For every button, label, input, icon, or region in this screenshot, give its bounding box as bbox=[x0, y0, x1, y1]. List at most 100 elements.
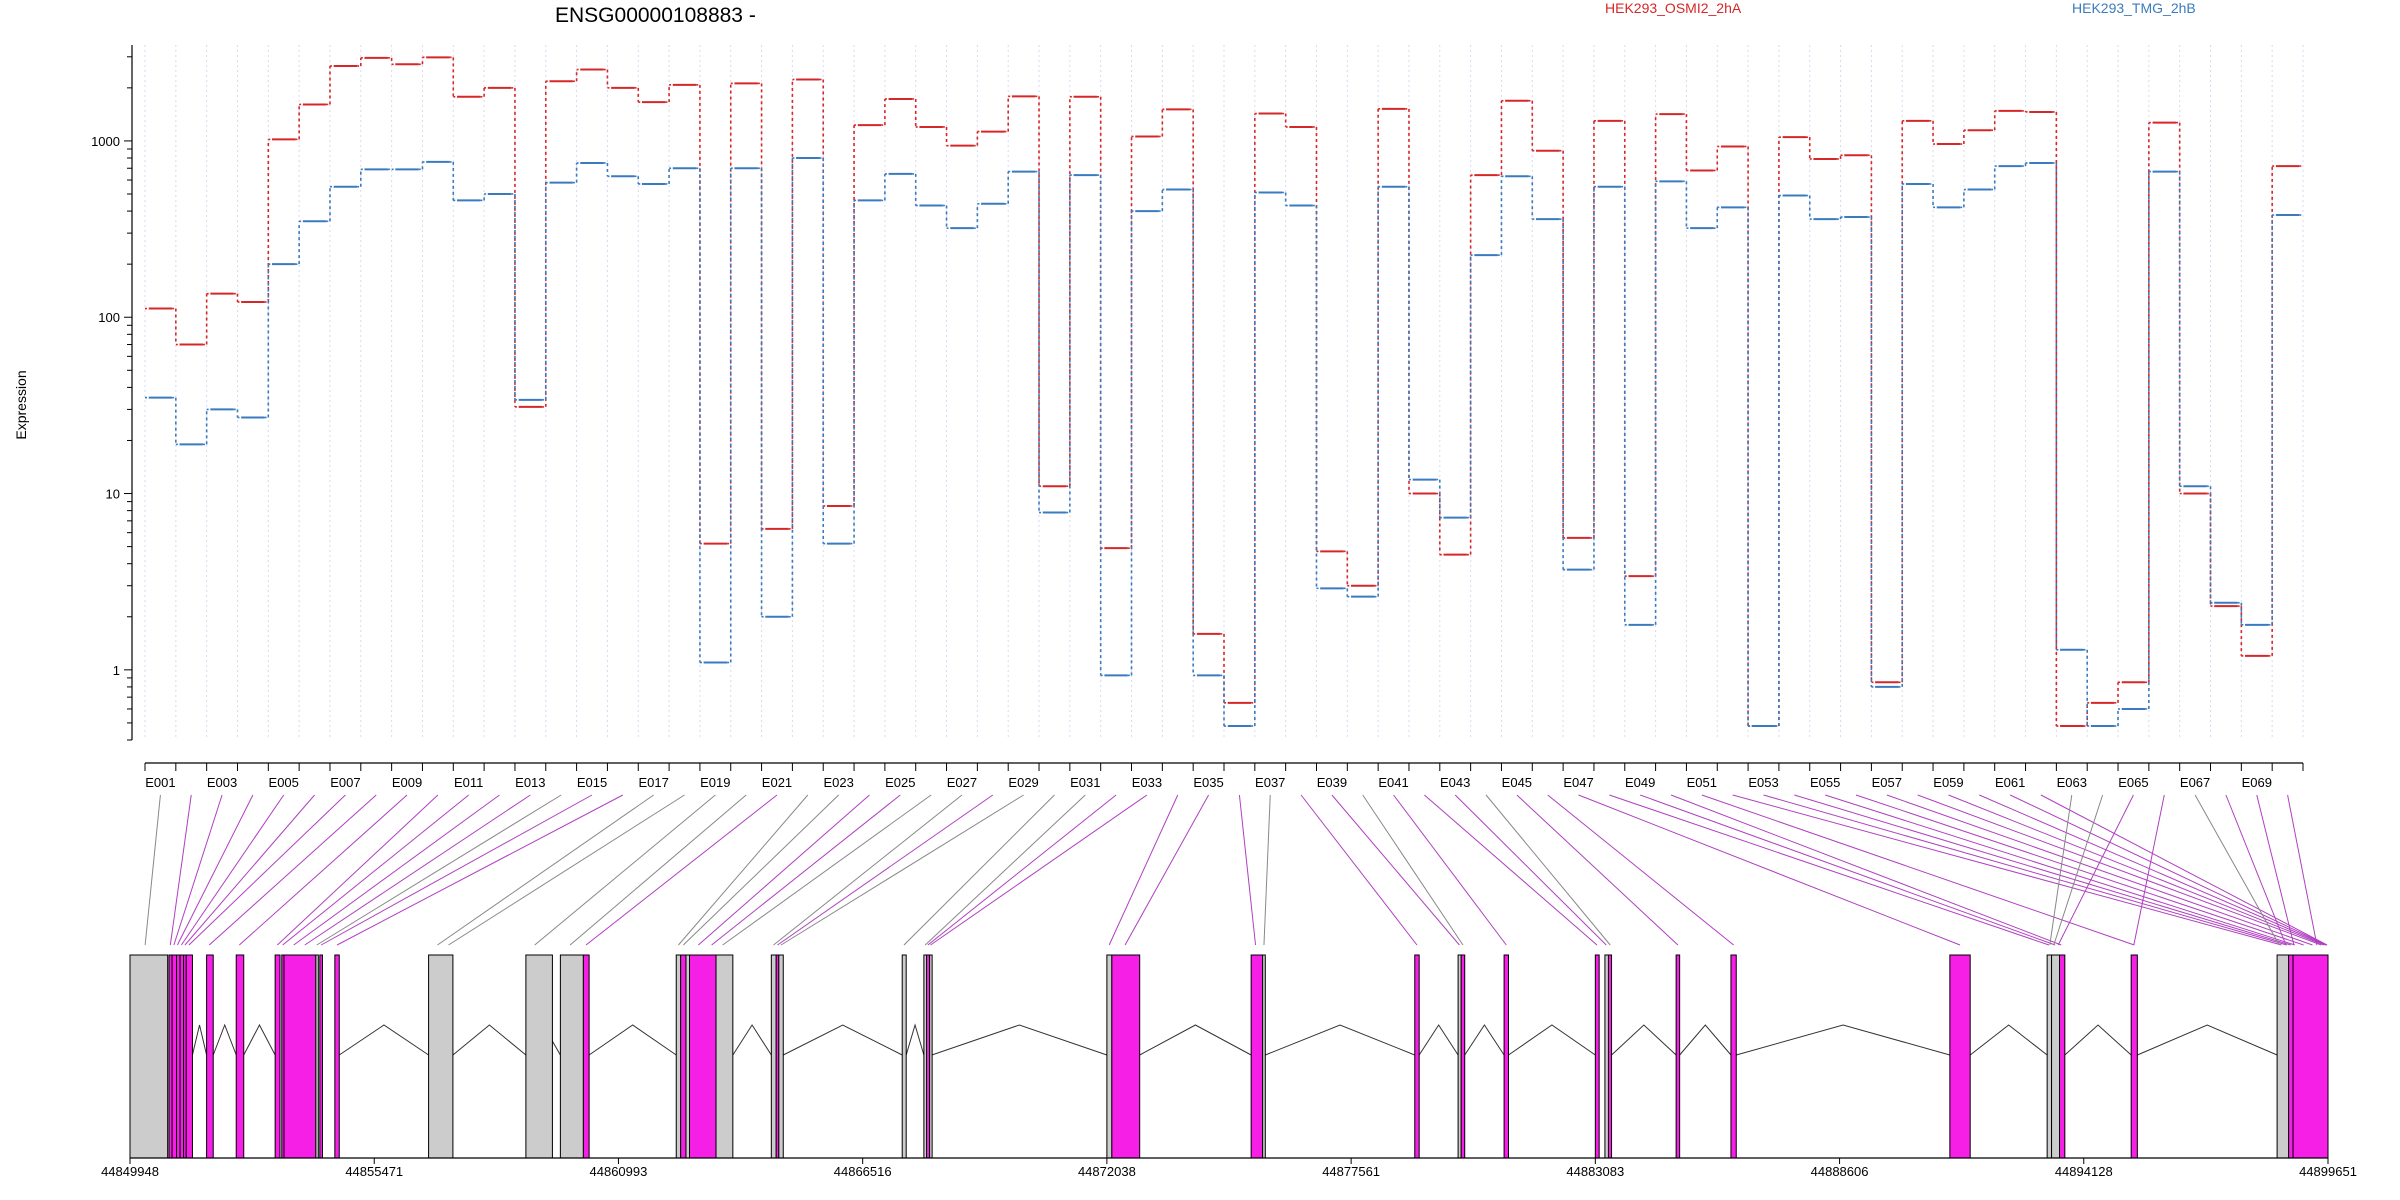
exon-block-significant bbox=[1414, 954, 1420, 1159]
exon-connector bbox=[780, 794, 1024, 946]
exon-connector bbox=[2053, 794, 2104, 946]
intron-line bbox=[1508, 1024, 1596, 1056]
exon-connector bbox=[1108, 794, 1179, 946]
exon-tick-label: E035 bbox=[1193, 775, 1223, 790]
genomic-tick-label: 44849948 bbox=[101, 1164, 159, 1179]
y-tick-label: 1 bbox=[113, 663, 120, 678]
exon-tick-label: E069 bbox=[2242, 775, 2272, 790]
exon-connector bbox=[1609, 794, 2050, 946]
exon-connector bbox=[1238, 794, 1257, 946]
exon-tick-label: E033 bbox=[1132, 775, 1162, 790]
genomic-tick-label: 44855471 bbox=[345, 1164, 403, 1179]
genomic-tick-label: 44899651 bbox=[2299, 1164, 2357, 1179]
exon-tick-label: E061 bbox=[1995, 775, 2025, 790]
exon-block-significant bbox=[274, 954, 281, 1159]
exon-block bbox=[2276, 954, 2290, 1159]
exon-connector bbox=[1300, 794, 1418, 946]
exon-connector bbox=[2049, 794, 2073, 946]
exon-connector bbox=[2225, 794, 2287, 946]
exon-block-significant bbox=[689, 954, 717, 1159]
exon-connector bbox=[316, 794, 562, 946]
intron-line bbox=[452, 1024, 527, 1056]
intron-line bbox=[2064, 1024, 2132, 1056]
exon-block bbox=[715, 954, 734, 1159]
exon-tick-label: E063 bbox=[2057, 775, 2087, 790]
exon-connector bbox=[678, 794, 809, 946]
exon-tick-label: E025 bbox=[885, 775, 915, 790]
exon-block-significant bbox=[235, 954, 245, 1159]
exon-connector bbox=[282, 794, 470, 946]
exon-block bbox=[2046, 954, 2053, 1159]
exon-axis: E001 E003 E005 E007 E009 E011 E013 E015 E017 E019… bbox=[144, 762, 2304, 790]
exon-connector bbox=[169, 794, 192, 946]
exon-connector bbox=[1578, 794, 1961, 946]
exon-connector bbox=[534, 794, 716, 946]
exon-connector bbox=[2194, 794, 2280, 946]
exon-block-significant bbox=[1730, 954, 1737, 1159]
exon-block-significant bbox=[283, 954, 317, 1159]
exon-connector bbox=[927, 794, 1117, 946]
exon-block-significant bbox=[2288, 954, 2294, 1159]
exon-block-significant bbox=[680, 954, 687, 1159]
exon-tick-label: E013 bbox=[515, 775, 545, 790]
exon-block-significant bbox=[1594, 954, 1600, 1159]
exon-connector bbox=[722, 794, 932, 946]
exon-block-significant bbox=[2130, 954, 2138, 1159]
exon-connector bbox=[930, 794, 1148, 946]
exon-tick-label: E015 bbox=[577, 775, 607, 790]
genomic-tick-label: 44888606 bbox=[1811, 1164, 1869, 1179]
exon-connector bbox=[320, 794, 593, 946]
intron-line bbox=[1736, 1024, 1950, 1056]
genomic-tick-label: 44860993 bbox=[590, 1164, 648, 1179]
intron-line bbox=[338, 1024, 429, 1056]
exon-tick-label: E037 bbox=[1255, 775, 1285, 790]
intron-line bbox=[2137, 1024, 2278, 1056]
exon-connectors bbox=[144, 794, 2328, 946]
exon-connector bbox=[1886, 794, 2313, 946]
exon-block-significant bbox=[334, 954, 340, 1159]
intron-line bbox=[588, 1024, 677, 1056]
exon-connector bbox=[188, 794, 346, 946]
exon-connector bbox=[1640, 794, 2056, 946]
exon-connector bbox=[304, 794, 531, 946]
exon-block-significant bbox=[179, 954, 185, 1159]
exon-connector bbox=[173, 794, 223, 946]
exon-tick-label: E055 bbox=[1810, 775, 1840, 790]
exon-tick-label: E039 bbox=[1317, 775, 1347, 790]
exon-block bbox=[1106, 954, 1113, 1159]
exon-connector bbox=[1263, 794, 1271, 946]
exon-connector bbox=[1763, 794, 2287, 946]
exon-block bbox=[129, 954, 169, 1159]
y-tick-label: 1000 bbox=[91, 134, 120, 149]
intron-line bbox=[905, 1023, 925, 1056]
exon-block-significant bbox=[1607, 954, 1613, 1159]
genomic-tick-label: 44894128 bbox=[2055, 1164, 2113, 1179]
exon-tick-label: E051 bbox=[1687, 775, 1717, 790]
intron-line bbox=[191, 1024, 208, 1056]
exon-block-significant bbox=[1503, 954, 1510, 1159]
exon-tick-label: E041 bbox=[1378, 775, 1408, 790]
exon-block-significant bbox=[171, 954, 178, 1159]
exon-block bbox=[2051, 954, 2061, 1159]
exon-tick-label: E065 bbox=[2118, 775, 2148, 790]
exon-tick-label: E027 bbox=[947, 775, 977, 790]
exon-connector bbox=[1732, 794, 2282, 946]
exon-tick-label: E017 bbox=[638, 775, 668, 790]
exon-tick-label: E031 bbox=[1070, 775, 1100, 790]
exon-connector bbox=[1516, 794, 1679, 946]
genomic-axis: 44849948 44855471 44860993 44866516 44872038… bbox=[101, 1157, 2357, 1179]
exon-tick-label: E059 bbox=[1933, 775, 1963, 790]
exon-connector bbox=[1948, 794, 2325, 946]
exon-block-significant bbox=[582, 954, 590, 1159]
exon-connector bbox=[1979, 794, 2326, 946]
exon-connector bbox=[585, 794, 778, 946]
intron-line bbox=[1969, 1024, 2048, 1056]
exon-connector bbox=[777, 794, 994, 946]
exon-connector bbox=[184, 794, 315, 946]
exon-block-significant bbox=[176, 954, 181, 1159]
exon-connector bbox=[2133, 794, 2165, 946]
exon-block-significant bbox=[1949, 954, 1971, 1159]
exon-connector bbox=[208, 794, 377, 946]
exon-connector bbox=[711, 794, 901, 946]
